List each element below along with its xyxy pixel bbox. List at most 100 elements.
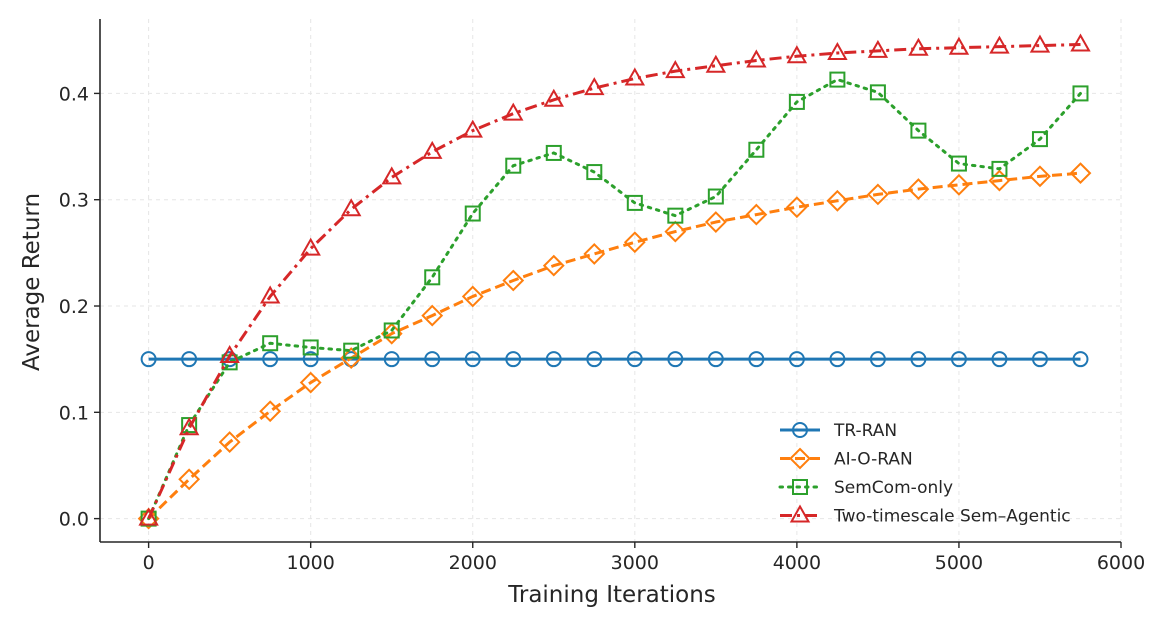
data-point bbox=[910, 351, 927, 368]
data-point bbox=[583, 243, 606, 265]
data-point bbox=[829, 351, 846, 368]
data-point bbox=[462, 119, 483, 138]
axes bbox=[99, 19, 1121, 543]
data-point bbox=[667, 207, 684, 224]
data-point bbox=[626, 351, 643, 368]
data-point bbox=[788, 93, 805, 110]
legend-marker bbox=[792, 422, 808, 438]
y-ticks: 0.0 0.1 0.2 0.3 0.4 bbox=[59, 83, 100, 531]
data-point bbox=[826, 189, 849, 212]
data-point bbox=[626, 194, 643, 211]
data-point bbox=[259, 285, 281, 304]
grid bbox=[100, 19, 1122, 542]
data-point bbox=[219, 344, 240, 363]
y-tick-label: 0.4 bbox=[59, 83, 89, 105]
x-tick-label: 2000 bbox=[449, 552, 497, 574]
data-point bbox=[948, 36, 970, 55]
y-tick-label: 0.0 bbox=[59, 509, 89, 531]
data-point bbox=[707, 351, 724, 368]
data-point bbox=[867, 39, 889, 58]
data-point bbox=[624, 67, 646, 86]
data-point bbox=[383, 322, 400, 339]
series-layer bbox=[137, 33, 1092, 530]
data-point bbox=[869, 84, 886, 101]
series-line bbox=[147, 171, 1081, 520]
x-tick-label: 1000 bbox=[287, 552, 335, 574]
y-axis-label: Average Return bbox=[19, 193, 45, 371]
data-point bbox=[827, 41, 848, 61]
x-ticks: 0 1000 2000 3000 4000 5000 6000 bbox=[143, 542, 1145, 574]
legend-item: TR-RAN bbox=[780, 421, 897, 441]
data-point bbox=[1072, 351, 1089, 368]
data-point bbox=[424, 269, 441, 286]
data-point bbox=[178, 417, 200, 436]
data-point bbox=[991, 160, 1008, 177]
data-point bbox=[302, 351, 319, 368]
data-point bbox=[667, 351, 684, 368]
legend-item: SemCom-only bbox=[778, 478, 953, 498]
data-point bbox=[991, 351, 1008, 368]
data-point bbox=[140, 351, 157, 368]
data-point bbox=[910, 122, 927, 139]
data-point bbox=[664, 220, 687, 243]
data-point bbox=[623, 231, 646, 254]
data-point bbox=[422, 140, 443, 159]
data-point bbox=[748, 141, 765, 158]
data-point bbox=[503, 102, 524, 121]
data-point bbox=[178, 468, 201, 491]
data-point bbox=[1029, 34, 1051, 53]
data-point bbox=[461, 285, 484, 308]
legend-marker bbox=[789, 447, 811, 470]
data-point bbox=[505, 351, 522, 368]
data-point bbox=[665, 60, 686, 79]
data-point bbox=[989, 35, 1010, 54]
data-point bbox=[138, 507, 159, 526]
data-point bbox=[866, 183, 889, 206]
legend-item: Two-timescale Sem–Agentic bbox=[780, 504, 1071, 527]
data-point bbox=[785, 196, 808, 219]
data-point bbox=[300, 237, 321, 256]
data-point bbox=[786, 45, 808, 64]
data-point bbox=[545, 144, 562, 161]
series-2 bbox=[140, 71, 1089, 527]
data-point bbox=[745, 203, 768, 226]
data-point bbox=[1029, 165, 1051, 188]
x-tick-label: 3000 bbox=[611, 552, 659, 574]
data-point bbox=[424, 351, 441, 368]
data-point bbox=[586, 164, 603, 181]
data-point bbox=[259, 400, 282, 423]
data-point bbox=[1072, 85, 1089, 102]
series-line bbox=[147, 78, 1082, 521]
x-tick-label: 5000 bbox=[935, 552, 983, 574]
data-point bbox=[381, 166, 402, 185]
data-point bbox=[502, 269, 525, 292]
series-3 bbox=[138, 33, 1091, 526]
data-point bbox=[218, 431, 241, 453]
data-point bbox=[746, 49, 767, 68]
data-point bbox=[383, 351, 400, 368]
y-tick-label: 0.2 bbox=[59, 296, 89, 318]
legend-label: AI-O-RAN bbox=[834, 450, 913, 470]
data-point bbox=[586, 351, 603, 368]
data-point bbox=[1031, 351, 1048, 368]
data-point bbox=[545, 351, 562, 368]
data-point bbox=[262, 335, 279, 352]
data-point bbox=[464, 351, 481, 368]
data-point bbox=[299, 371, 322, 394]
data-point bbox=[543, 88, 564, 107]
data-point bbox=[505, 157, 522, 174]
legend-marker bbox=[792, 479, 808, 495]
data-point bbox=[181, 351, 198, 368]
data-point bbox=[869, 351, 886, 368]
data-point bbox=[340, 198, 362, 217]
data-point bbox=[421, 304, 444, 327]
data-point bbox=[1069, 162, 1092, 185]
x-tick-label: 4000 bbox=[773, 552, 821, 574]
series-0 bbox=[140, 351, 1089, 368]
y-tick-label: 0.3 bbox=[59, 190, 89, 212]
data-point bbox=[988, 169, 1011, 192]
series-1 bbox=[137, 162, 1092, 530]
y-tick-label: 0.1 bbox=[59, 402, 89, 424]
data-point bbox=[950, 155, 967, 172]
legend-item: AI-O-RAN bbox=[780, 447, 913, 470]
